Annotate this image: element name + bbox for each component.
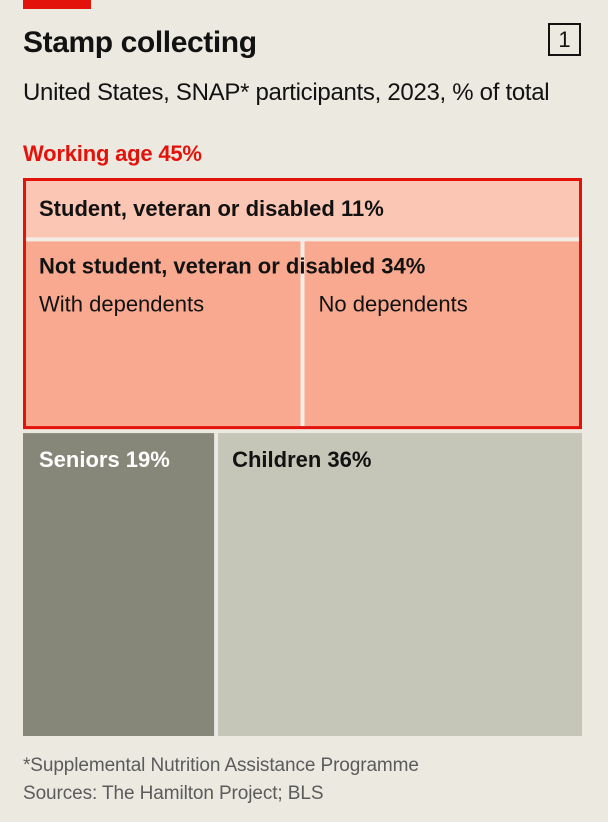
children-label: Children 36% xyxy=(232,447,371,472)
seniors-cell xyxy=(23,433,215,736)
chart-subtitle: United States, SNAP* participants, 2023,… xyxy=(23,79,550,106)
student-veteran-disabled-label: Student, veteran or disabled 11% xyxy=(39,196,384,221)
chart-number-badge: 1 xyxy=(548,23,581,56)
seniors-label: Seniors 19% xyxy=(39,447,170,472)
brand-red-bar xyxy=(23,0,91,9)
no-dependents-label: No dependents xyxy=(319,291,468,316)
student-veteran-disabled-cell xyxy=(23,178,582,240)
not-student-veteran-disabled-label: Not student, veteran or disabled 34% xyxy=(39,253,425,278)
sources-note: Sources: The Hamilton Project; BLS xyxy=(23,783,324,804)
footnote: *Supplemental Nutrition Assistance Progr… xyxy=(23,755,419,776)
with-dependents-label: With dependents xyxy=(39,291,204,316)
working-age-label: Working age 45% xyxy=(23,141,202,166)
children-cell xyxy=(218,433,583,736)
working-age-outline xyxy=(23,178,582,430)
chart-title: Stamp collecting xyxy=(23,26,257,59)
